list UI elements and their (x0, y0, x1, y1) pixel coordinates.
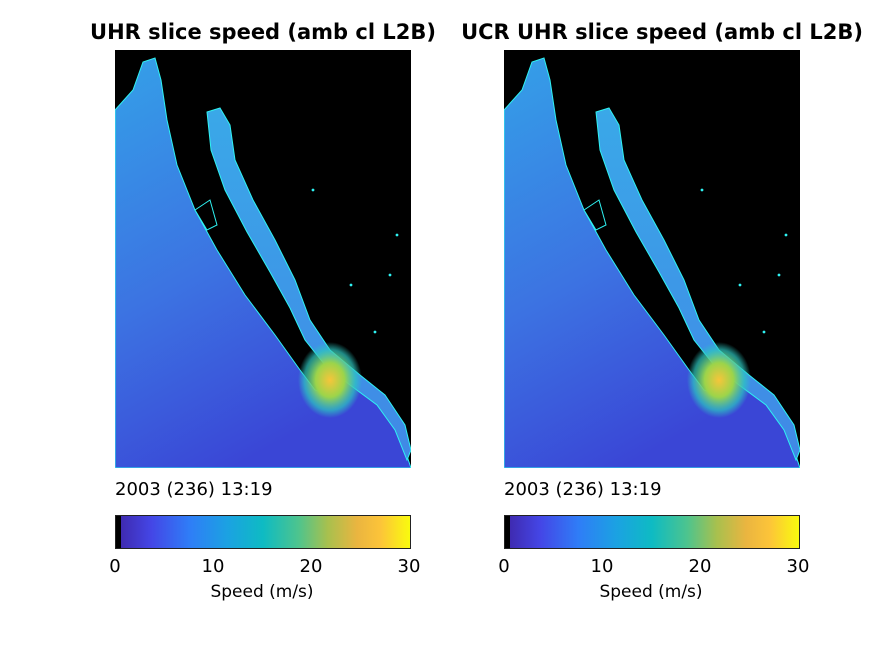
colorbar-tick: 0 (498, 556, 510, 577)
colorbar-gradient (505, 516, 799, 548)
colorbar-tick: 30 (786, 556, 810, 577)
colorbar-tick: 20 (299, 556, 323, 577)
timestamp: 2003 (236) 13:19 (504, 479, 662, 500)
panel-title: UCR UHR slice speed (amb cl L2B) (461, 20, 863, 44)
colorbar-label: Speed (m/s) (599, 582, 703, 602)
right-panel: UCR UHR slice speed (amb cl L2B) 2003 (2… (389, 0, 863, 663)
wind-speed-map (115, 50, 411, 468)
colorbar-tick: 20 (688, 556, 712, 577)
colorbar (504, 515, 800, 549)
colorbar-label: Speed (m/s) (210, 582, 314, 602)
colorbar-gradient (116, 516, 410, 548)
colorbar-tick: 0 (109, 556, 121, 577)
left-panel: UHR slice speed (amb cl L2B) 2003 (236) … (0, 0, 436, 663)
colorbar (115, 515, 411, 549)
wind-speed-image (115, 57, 411, 468)
panel-title: UHR slice speed (amb cl L2B) (90, 20, 436, 44)
wind-speed-image (504, 57, 800, 468)
colorbar-tick: 30 (397, 556, 421, 577)
wind-speed-map (504, 50, 800, 468)
timestamp: 2003 (236) 13:19 (115, 479, 273, 500)
colorbar-tick: 10 (201, 556, 225, 577)
colorbar-tick: 10 (590, 556, 614, 577)
